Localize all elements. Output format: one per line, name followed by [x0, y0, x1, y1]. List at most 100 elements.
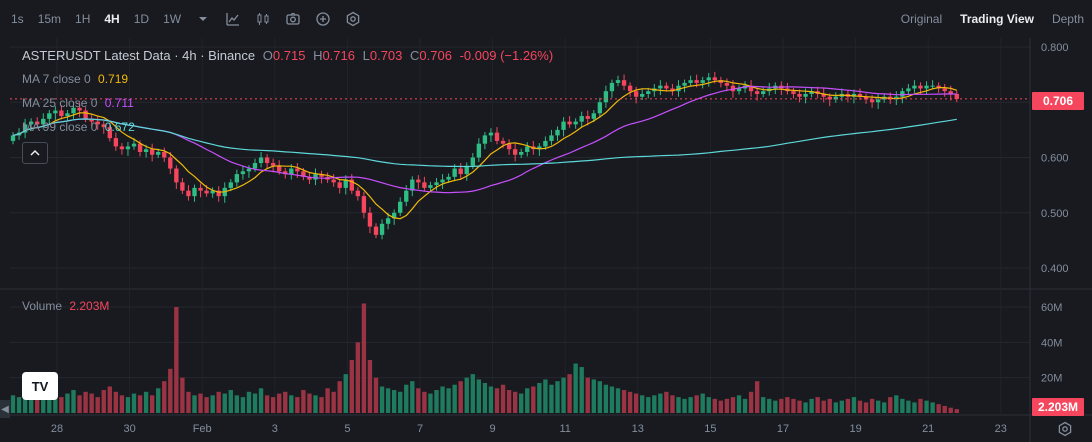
- volume-bar: [156, 388, 161, 413]
- settings-icon[interactable]: [345, 11, 361, 27]
- candle-body: [875, 99, 881, 103]
- price-tick-label: 0.400: [1041, 263, 1069, 275]
- legend-high-label: H: [313, 48, 323, 63]
- candle-body: [186, 190, 191, 197]
- chart-type-icon[interactable]: [255, 11, 271, 27]
- volume-bar: [452, 384, 457, 413]
- candle-body: [125, 146, 131, 150]
- volume-bar: [730, 397, 736, 413]
- candle-body: [809, 91, 814, 94]
- candle-body: [664, 85, 669, 89]
- candle-body: [113, 138, 119, 147]
- volume-bar: [137, 395, 143, 413]
- legend-low-label: L: [362, 48, 370, 63]
- volume-bar: [857, 400, 863, 413]
- candle-body: [906, 88, 911, 92]
- tab-original[interactable]: Original: [900, 12, 943, 26]
- volume-bar: [682, 398, 687, 413]
- candle-body: [385, 218, 391, 224]
- volume-bar: [869, 398, 875, 413]
- volume-bar: [942, 405, 947, 413]
- candle-body: [942, 88, 947, 92]
- candle-body: [670, 88, 675, 92]
- volume-bar: [482, 382, 488, 413]
- volume-bar: [736, 395, 742, 413]
- screenshot-icon[interactable]: [285, 11, 301, 27]
- volume-bar: [325, 388, 330, 413]
- candle-body: [761, 91, 766, 94]
- candle-body: [361, 196, 367, 213]
- price-tick-label: 0.800: [1041, 42, 1069, 54]
- candle-body: [234, 174, 240, 183]
- candle-body: [367, 212, 373, 227]
- add-icon[interactable]: [315, 11, 331, 27]
- time-tick-label: 17: [777, 423, 789, 435]
- candle-body: [422, 182, 427, 188]
- volume-bar: [785, 397, 790, 413]
- candle-body: [47, 113, 52, 119]
- volume-bar: [428, 393, 433, 413]
- ma99-label: MA 99 close 0: [22, 120, 98, 134]
- candle-body: [748, 85, 754, 92]
- volume-bar: [337, 381, 342, 413]
- legend-low: 0.703: [369, 48, 403, 63]
- candle-body: [754, 91, 760, 94]
- tradingview-logo[interactable]: TV: [22, 372, 58, 400]
- interval-1h[interactable]: 1H: [75, 12, 91, 26]
- volume-bar: [621, 390, 627, 413]
- volume-bar: [761, 397, 766, 413]
- candle-body: [543, 140, 548, 147]
- chevron-down-icon[interactable]: [195, 11, 211, 27]
- volume-bar: [131, 393, 137, 413]
- interval-1w[interactable]: 1W: [163, 12, 182, 26]
- legend-title: ASTERUSDT Latest Data · 4h · Binance: [22, 48, 256, 63]
- interval-1d[interactable]: 1D: [133, 12, 150, 26]
- volume-bar: [476, 379, 482, 413]
- chart-settings-button[interactable]: [1054, 418, 1076, 440]
- legend-open: 0.715: [272, 48, 306, 63]
- volume-bar: [470, 374, 475, 413]
- volume-bar: [28, 393, 34, 413]
- collapse-legend-button[interactable]: [22, 142, 48, 164]
- interval-1s[interactable]: 1s: [11, 12, 24, 26]
- scroll-left-button[interactable]: ◀: [0, 400, 10, 418]
- volume-bar: [809, 398, 814, 413]
- tab-trading-view[interactable]: Trading View: [960, 12, 1034, 26]
- volume-bar: [319, 397, 324, 413]
- candle-body: [609, 82, 615, 92]
- volume-bar: [416, 388, 421, 413]
- candle-body: [730, 85, 736, 92]
- candle-body: [204, 190, 209, 194]
- volume-bar: [627, 391, 633, 413]
- indicators-icon[interactable]: [225, 11, 241, 27]
- candle-body: [555, 129, 560, 136]
- volume-value: 2.203M: [69, 299, 110, 313]
- volume-bar: [712, 398, 717, 413]
- candle-body: [506, 143, 512, 150]
- candle-body: [857, 93, 863, 97]
- candle-body: [688, 80, 693, 83]
- interval-15m[interactable]: 15m: [37, 12, 62, 26]
- candle-body: [143, 149, 149, 152]
- candle-body: [585, 116, 590, 119]
- chart-canvas[interactable]: 0.8000.7000.6000.5000.40060M40M20M2830Fe…: [0, 38, 1092, 442]
- candle-body: [519, 151, 524, 155]
- volume-bar: [597, 381, 603, 413]
- volume-bar: [567, 374, 572, 413]
- candle-body: [833, 96, 838, 100]
- candle-body: [252, 163, 258, 169]
- candle-body: [821, 93, 826, 97]
- volume-bar: [948, 407, 953, 413]
- legend-change: -0.009 (−1.26%): [459, 48, 554, 63]
- view-tabs: Original Trading View Depth: [883, 0, 1084, 38]
- tab-depth[interactable]: Depth: [1051, 12, 1084, 26]
- volume-tick-label: 60M: [1041, 302, 1062, 314]
- candle-body: [646, 91, 651, 94]
- volume-bar: [101, 390, 106, 413]
- interval-4h[interactable]: 4H: [104, 12, 120, 26]
- volume-bar: [924, 400, 929, 413]
- volume-bar: [464, 377, 469, 413]
- candle-body: [301, 171, 306, 177]
- volume-bar: [833, 402, 838, 413]
- ma7-line: [12, 80, 957, 220]
